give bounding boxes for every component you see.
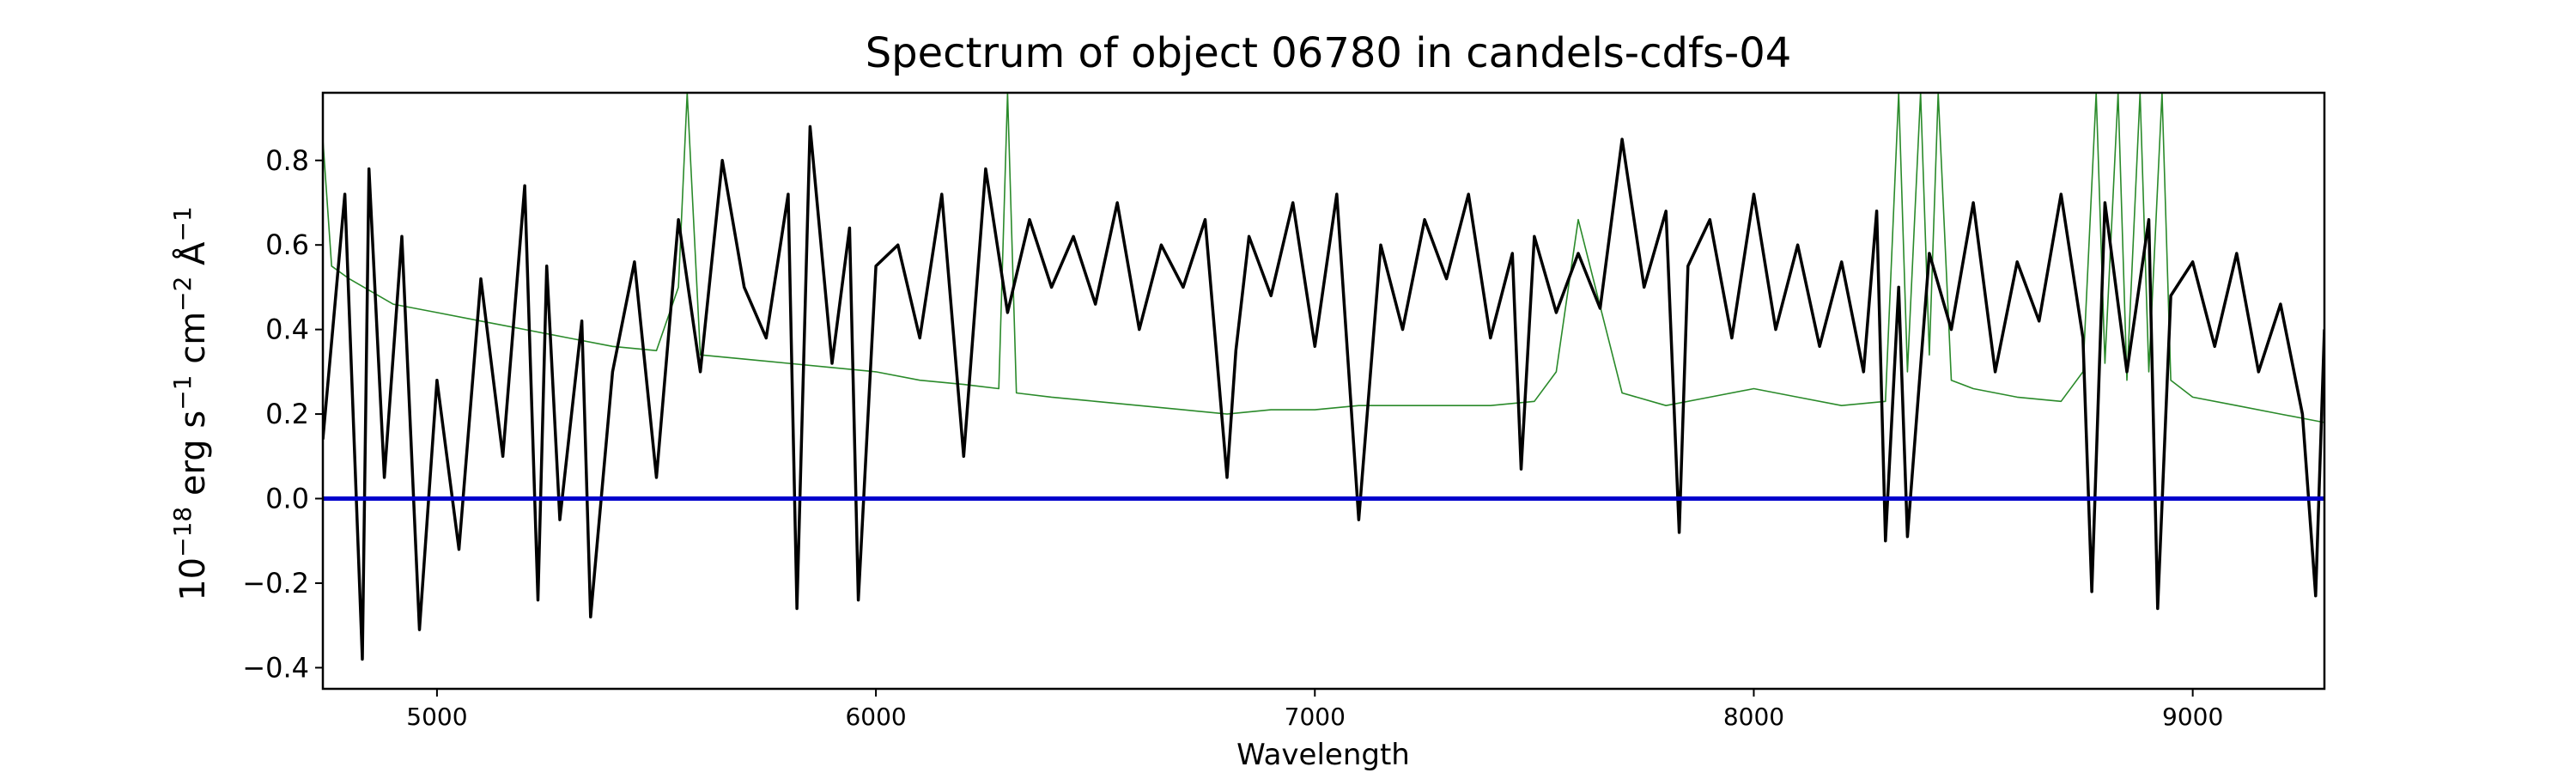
svg-text:10−18 erg s−1 cm−2 Å−1: 10−18 erg s−1 cm−2 Å−1 <box>168 206 214 601</box>
chart-title: Spectrum of object 06780 in candels-cdfs… <box>866 29 1792 77</box>
x-tick-label: 5000 <box>406 703 467 731</box>
y-axis-label-part: cm <box>173 312 213 375</box>
x-tick-label: 9000 <box>2162 703 2223 731</box>
y-axis: −0.4 −0.2 0.0 0.2 0.4 0.6 0.8 <box>242 144 323 684</box>
y-axis-label-part: −1 <box>168 375 197 411</box>
y-tick-label: 0.0 <box>265 483 309 515</box>
plot-frame <box>321 91 2326 691</box>
flux-series-line <box>323 125 2324 661</box>
y-axis-label-part: erg s <box>173 411 213 507</box>
x-tick-label: 7000 <box>1285 703 1346 731</box>
y-tick-label: −0.2 <box>242 567 309 600</box>
x-axis-label: Wavelength <box>1236 738 1410 772</box>
y-axis-label-units: erg s−1 cm−2 Å−1 <box>168 206 214 507</box>
plot-area <box>323 93 2324 661</box>
y-tick-label: −0.4 <box>242 651 309 684</box>
y-axis-label-part: Å <box>172 241 213 277</box>
x-tick-label: 6000 <box>845 703 906 731</box>
y-tick-label: 0.2 <box>265 398 309 430</box>
y-tick-label: 0.8 <box>265 144 309 177</box>
y-axis-label-base: 10 <box>173 557 213 601</box>
y-axis-label-part: −1 <box>168 206 197 241</box>
y-tick-label: 0.6 <box>265 228 309 261</box>
y-axis-label-exponent: −18 <box>168 507 197 557</box>
y-axis-label: 10−18 erg s−1 cm−2 Å−1 <box>168 206 214 601</box>
error-series-line <box>323 93 2324 423</box>
x-tick-label: 8000 <box>1723 703 1784 731</box>
x-axis: 5000 6000 7000 8000 9000 <box>406 689 2223 731</box>
y-tick-label: 0.4 <box>265 313 309 346</box>
y-axis-label-part: −2 <box>168 277 197 312</box>
